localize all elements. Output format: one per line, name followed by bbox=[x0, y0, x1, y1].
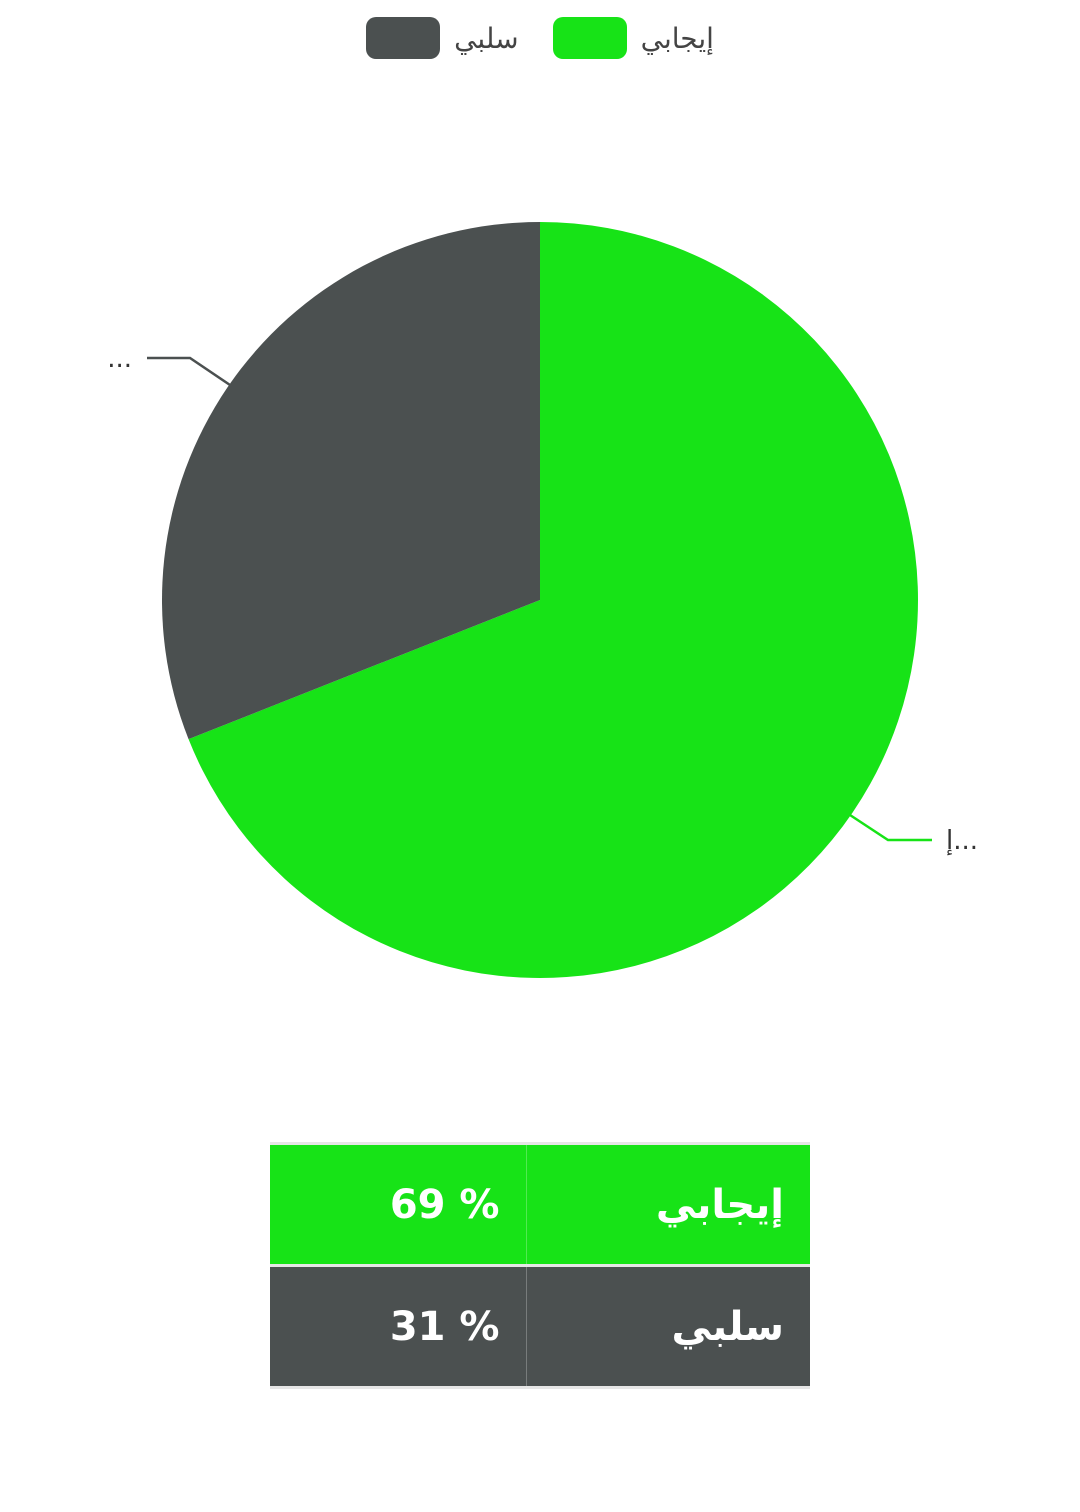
legend-swatch-negative bbox=[366, 17, 441, 59]
leader-line-0 bbox=[849, 813, 932, 842]
legend-label-negative: سلبي bbox=[454, 21, 519, 55]
table-row-negative: 31 % سلبي bbox=[270, 1265, 810, 1388]
legend-swatch-positive bbox=[552, 17, 627, 59]
legend-item-positive[interactable]: إيجابي bbox=[552, 17, 714, 59]
pie-slice-0[interactable] bbox=[188, 222, 918, 978]
leader-line-1 bbox=[147, 356, 231, 387]
table-row-positive: 69 % إيجابي bbox=[270, 1143, 810, 1266]
slice-label-1: ... bbox=[107, 344, 132, 374]
table-cell-name: إيجابي bbox=[655, 1181, 784, 1228]
table-cell-name: سلبي bbox=[671, 1303, 784, 1350]
legend-label-positive: إيجابي bbox=[640, 21, 714, 55]
pie-slice-1[interactable] bbox=[161, 222, 541, 740]
summary-table: 69 % إيجابي 31 % سلبي bbox=[270, 1142, 810, 1389]
pie-chart: إ...... bbox=[107, 222, 978, 978]
legend-item-negative[interactable]: سلبي bbox=[366, 17, 519, 59]
slice-label-0: إ... bbox=[946, 826, 978, 856]
table-cell-value: 31 % bbox=[270, 1265, 527, 1388]
chart-legend: سلبي إيجابي bbox=[0, 14, 1080, 62]
table-cell-value: 69 % bbox=[270, 1143, 527, 1266]
